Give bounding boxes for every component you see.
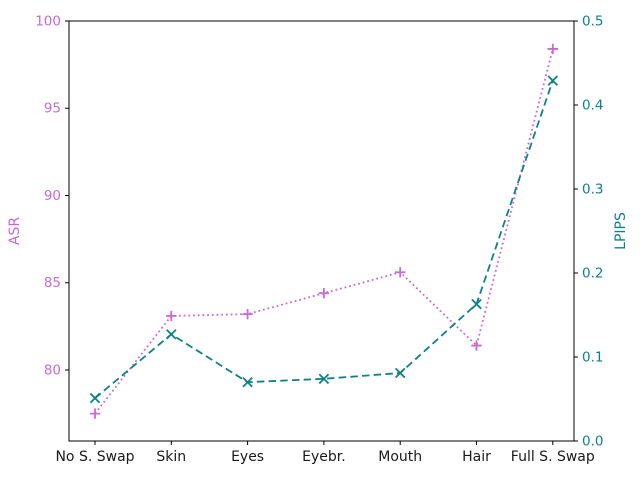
right-axis-tick-label: 0.4 [582,98,603,114]
lpips-marker-mouth [394,367,406,379]
lpips-marker-eyebr [318,373,330,385]
lpips-marker-skin [166,329,177,340]
asr-marker-eyes [242,308,253,320]
lpips-marker-hair [471,298,482,310]
left-axis-tick-label: 80 [44,362,61,378]
asr-marker-eyebr [318,288,330,299]
x-axis-tick-label-full-s-swap: Full S. Swap [511,449,595,465]
left-axis-title: ASR [7,217,23,245]
asr-marker-hair [471,340,482,351]
x-axis-tick-label-eyebr: Eyebr. [302,449,346,465]
right-axis-tick-label: 0.5 [582,14,603,30]
x-axis-tick-label-mouth: Mouth [378,449,422,465]
x-axis-tick-label-hair: Hair [462,449,491,465]
lpips-marker-eyes [242,376,253,388]
x-axis-tick-label-skin: Skin [156,449,186,465]
left-axis-tick-label: 100 [35,14,61,30]
right-axis-tick-label: 0.3 [582,182,603,198]
lpips-marker-no-s-swap [89,392,101,404]
right-axis-tick-label: 0.2 [582,266,603,282]
asr-marker-mouth [395,267,406,278]
left-axis-tick-label: 95 [44,101,61,117]
left-axis-tick-label: 90 [44,188,61,204]
right-axis-tick-label: 0.1 [582,350,603,366]
x-axis-tick-label-no-s-swap: No S. Swap [55,449,134,465]
lpips-marker-full-s-swap [547,75,559,86]
right-axis-title: LPIPS [613,212,629,250]
x-axis-tick-label-eyes: Eyes [231,449,264,465]
asr-marker-no-s-swap [89,408,101,419]
left-axis-tick-label: 85 [44,275,61,291]
right-axis-tick-label: 0.0 [582,434,603,450]
plot-border [68,20,575,442]
asr-marker-full-s-swap [547,43,558,55]
asr-marker-skin [166,310,177,322]
